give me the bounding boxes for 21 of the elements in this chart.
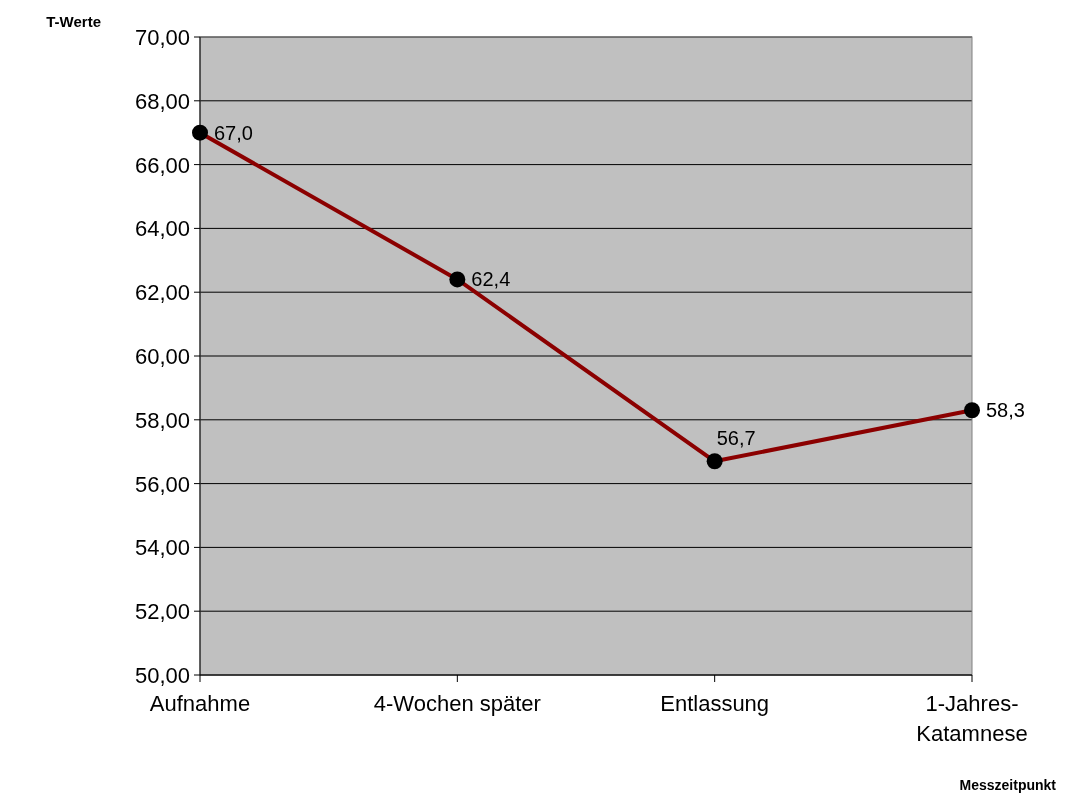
x-tick-label: 1-Jahres-Katamnese: [916, 691, 1028, 746]
data-label: 58,3: [986, 399, 1025, 422]
data-label: 67,0: [214, 121, 253, 144]
x-tick-label: Aufnahme: [149, 691, 251, 716]
y-tick-label: 56,00: [134, 471, 190, 497]
y-tick-label: 52,00: [134, 599, 190, 625]
y-tick-label: 58,00: [134, 407, 190, 433]
y-tick-label: 64,00: [134, 216, 190, 242]
y-tick-label: 60,00: [134, 344, 190, 369]
y-axis-title: T-Werte: [46, 13, 101, 30]
x-axis-title: Messzeitpunkt: [959, 777, 1057, 793]
y-tick-label: 66,00: [134, 152, 190, 178]
y-tick-label: 54,00: [134, 535, 190, 561]
y-tick-label: 62,00: [134, 280, 190, 306]
y-tick-label: 70,00: [134, 25, 190, 50]
data-label: 62,4: [471, 268, 511, 291]
x-tick-label: Entlassung: [660, 691, 770, 716]
x-tick-label: 4-Wochen später: [373, 691, 541, 716]
y-tick-label: 68,00: [134, 88, 190, 114]
data-label: 56,7: [716, 427, 756, 450]
y-tick-label: 50,00: [134, 663, 190, 688]
